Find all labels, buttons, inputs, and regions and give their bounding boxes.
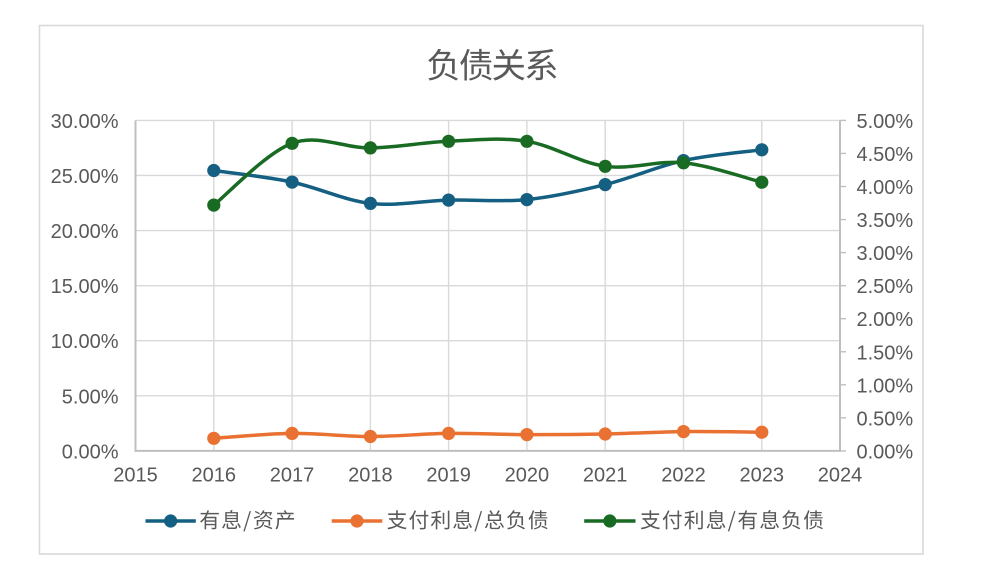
svg-text:2.50%: 2.50%	[857, 276, 914, 298]
svg-text:25.00%: 25.00%	[51, 166, 119, 188]
svg-text:2021: 2021	[583, 465, 628, 487]
svg-text:0.00%: 0.00%	[62, 441, 119, 463]
svg-text:2022: 2022	[661, 465, 706, 487]
svg-text:0.50%: 0.50%	[857, 408, 914, 430]
svg-text:5.00%: 5.00%	[857, 111, 914, 133]
svg-text:5.00%: 5.00%	[62, 386, 119, 408]
svg-text:2019: 2019	[426, 465, 471, 487]
svg-text:20.00%: 20.00%	[51, 221, 119, 243]
svg-text:2023: 2023	[739, 465, 784, 487]
svg-text:2016: 2016	[192, 465, 237, 487]
svg-text:15.00%: 15.00%	[51, 276, 119, 298]
svg-text:1.00%: 1.00%	[857, 375, 914, 397]
svg-text:1.50%: 1.50%	[857, 342, 914, 364]
svg-text:3.00%: 3.00%	[857, 243, 914, 265]
svg-text:2020: 2020	[505, 465, 550, 487]
svg-text:30.00%: 30.00%	[51, 111, 119, 133]
svg-text:2.00%: 2.00%	[857, 309, 914, 331]
svg-text:0.00%: 0.00%	[857, 441, 914, 463]
svg-text:2024: 2024	[818, 465, 863, 487]
svg-text:2018: 2018	[348, 465, 393, 487]
svg-text:3.50%: 3.50%	[857, 210, 914, 232]
svg-text:2015: 2015	[113, 465, 158, 487]
svg-text:10.00%: 10.00%	[51, 331, 119, 353]
svg-text:4.50%: 4.50%	[857, 144, 914, 166]
svg-text:2017: 2017	[270, 465, 315, 487]
svg-text:4.00%: 4.00%	[857, 177, 914, 199]
